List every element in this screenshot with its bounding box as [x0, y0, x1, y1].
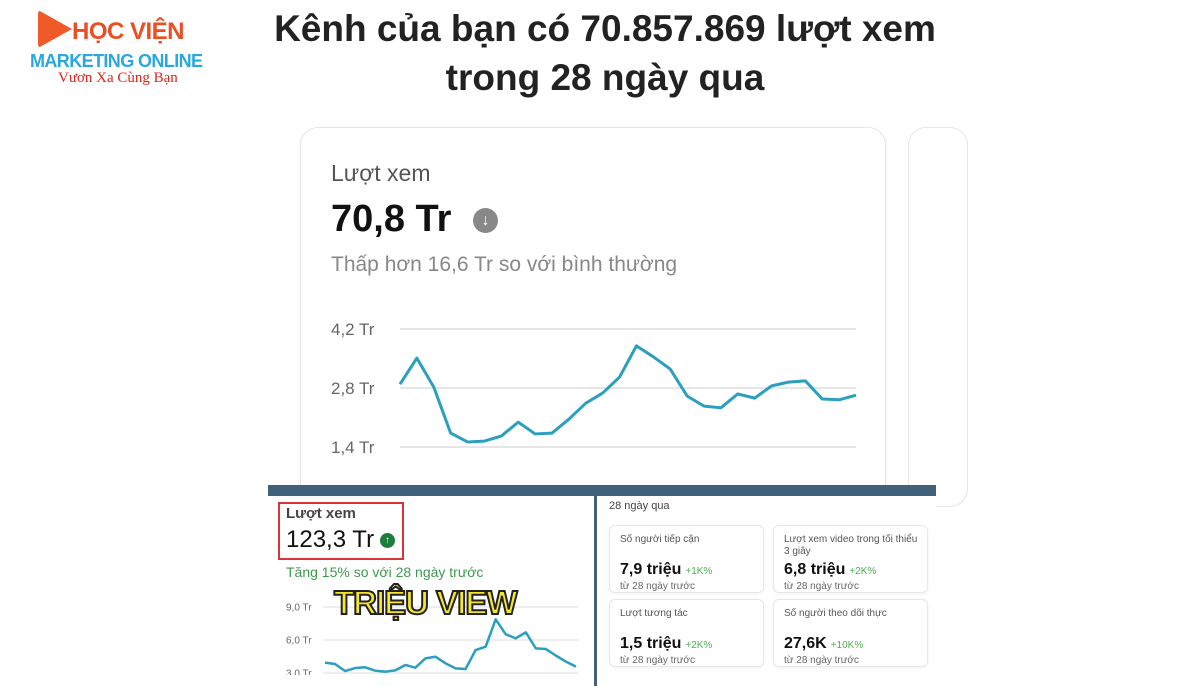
- y-tick-label: 1,4 Tr: [331, 438, 375, 457]
- series-line: [325, 619, 576, 671]
- stat-value-row: 1,5 triệu +2K%: [620, 635, 712, 653]
- period-label: 28 ngày qua: [609, 500, 670, 512]
- panel-value: 123,3 Tr: [286, 526, 374, 554]
- stat-change: +2K%: [685, 640, 712, 651]
- stat-value: 1,5 triệu: [620, 635, 681, 652]
- y-tick-label: 4,2 Tr: [331, 320, 375, 339]
- y-tick-label: 6,0 Tr: [286, 636, 312, 647]
- brand-logo: HỌC VIỆN MARKETING ONLINE Vươn Xa Cùng B…: [28, 8, 218, 88]
- stat-footer: từ 28 ngày trước: [620, 581, 695, 593]
- stat-value-row: 7,9 triệu +1K%: [620, 561, 712, 579]
- y-tick-label: 9,0 Tr: [286, 603, 312, 614]
- comparison-panel: 9,0 Tr 6,0 Tr 3,0 Tr Lượt xem 123,3 Tr ↑ T…: [268, 485, 936, 675]
- stat-label: Số người theo dõi thực: [784, 608, 924, 620]
- play-logo-icon: [38, 10, 72, 48]
- stat-value: 7,9 triệu: [620, 561, 681, 578]
- stat-card: Số người tiếp cận 7,9 triệu +1K% từ 28 ng…: [609, 525, 764, 593]
- divider: [594, 496, 597, 686]
- stat-label: Lượt tương tác: [620, 608, 760, 620]
- stat-value-row: 6,8 triệu +2K%: [784, 561, 876, 579]
- stat-value: 6,8 triệu: [784, 561, 845, 578]
- stat-change: +1K%: [685, 566, 712, 577]
- stat-value-row: 27,6K +10K%: [784, 635, 863, 653]
- panel-subtitle: Tăng 15% so với 28 ngày trước: [286, 564, 483, 580]
- stat-change: +2K%: [849, 566, 876, 577]
- stat-value: 27,6K: [784, 635, 827, 652]
- panel-title: Lượt xem: [286, 505, 356, 522]
- logo-line1: HỌC VIỆN: [72, 18, 184, 46]
- y-tick-label: 2,8 Tr: [331, 379, 375, 398]
- views-card: Lượt xem 70,8 Tr ↓ Thấp hơn 16,6 Tr so v…: [300, 127, 886, 507]
- logo-tagline: Vươn Xa Cùng Bạn: [58, 70, 178, 87]
- stat-card: Số người theo dõi thực 27,6K +10K% từ 28 …: [773, 599, 928, 667]
- stat-card: Lượt tương tác 1,5 triệu +2K% từ 28 ngày …: [609, 599, 764, 667]
- stat-change: +10K%: [831, 640, 864, 651]
- stat-label: Lượt xem video trong tối thiểu 3 giây: [784, 534, 924, 558]
- y-tick-label: 3,0 Tr: [286, 669, 312, 676]
- views-chart: 4,2 Tr 2,8 Tr 1,4 Tr: [301, 128, 887, 508]
- stat-footer: từ 28 ngày trước: [784, 655, 859, 667]
- headline: Kênh của bạn có 70.857.869 lượt xem tron…: [250, 4, 960, 102]
- logo-line2: MARKETING ONLINE: [30, 51, 202, 72]
- stat-card: Lượt xem video trong tối thiểu 3 giây 6,…: [773, 525, 928, 593]
- partial-card: [908, 127, 968, 507]
- arrow-up-circle-icon: ↑: [380, 533, 395, 548]
- overlay-caption: TRIỆU VIEW: [334, 584, 517, 622]
- stat-footer: từ 28 ngày trước: [784, 581, 859, 593]
- series-line: [400, 346, 856, 442]
- stat-label: Số người tiếp cận: [620, 534, 760, 546]
- stat-footer: từ 28 ngày trước: [620, 655, 695, 667]
